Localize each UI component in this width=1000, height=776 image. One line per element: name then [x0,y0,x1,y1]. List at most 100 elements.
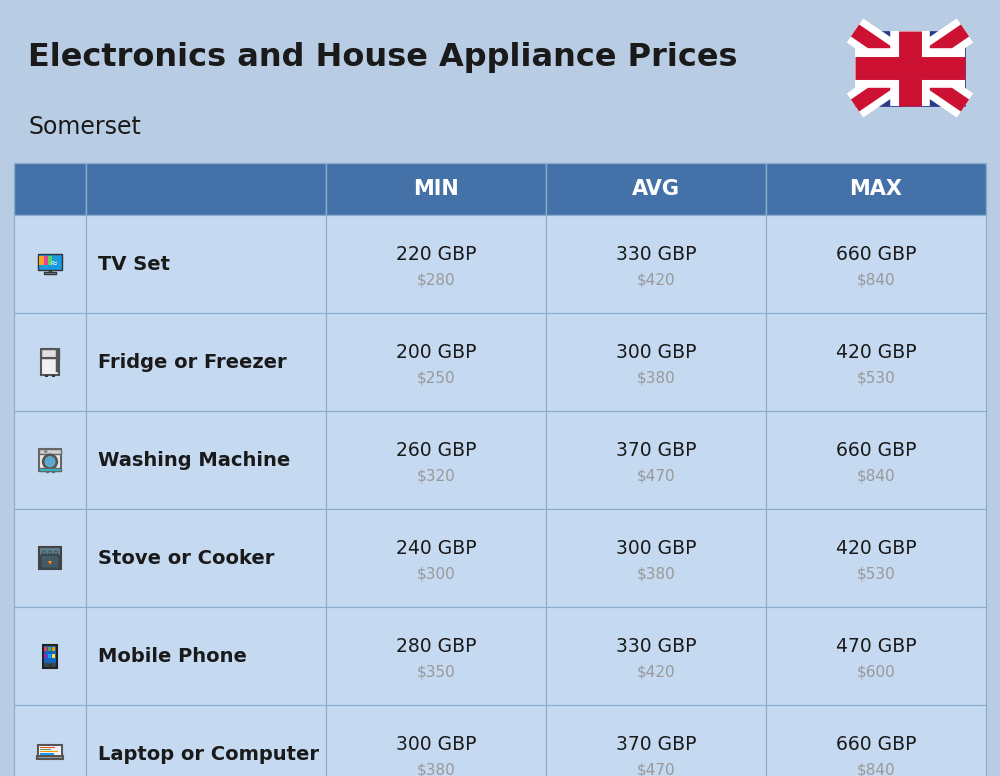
Text: Mobile Phone: Mobile Phone [98,646,247,666]
Text: 300 GBP: 300 GBP [396,735,476,753]
Text: TV Set: TV Set [98,255,170,273]
Circle shape [45,451,47,452]
Polygon shape [49,561,51,563]
Text: MAX: MAX [850,179,902,199]
Bar [14,607,86,705]
Text: $470: $470 [637,469,675,483]
Bar [40,749,51,750]
Bar [39,449,61,470]
Bar [546,607,766,705]
Bar [14,705,86,776]
Bar [326,163,546,215]
Bar [546,163,766,215]
Text: $300: $300 [417,566,455,581]
Bar [546,313,766,411]
Bar [38,254,62,270]
Text: 240 GBP: 240 GBP [396,539,476,557]
Text: Electronics and House Appliance Prices: Electronics and House Appliance Prices [28,42,738,73]
FancyBboxPatch shape [41,555,59,569]
Bar [41,348,59,358]
Bar [855,30,965,106]
Bar [766,163,986,215]
Bar [52,470,54,472]
Circle shape [54,551,57,554]
Bar [766,705,986,776]
Bar [326,509,546,607]
Bar [39,449,61,454]
Circle shape [45,456,55,466]
Bar [86,163,326,215]
Bar [86,607,326,705]
Text: $530: $530 [857,370,895,386]
Bar [766,215,986,313]
Bar [86,509,326,607]
Text: 330 GBP: 330 GBP [616,636,696,656]
Bar [326,313,546,411]
Text: $350: $350 [417,664,455,680]
Bar [48,257,52,265]
Text: 220 GBP: 220 GBP [396,244,476,264]
Bar [14,215,86,313]
Text: 370 GBP: 370 GBP [616,441,696,459]
Text: Laptop or Computer: Laptop or Computer [98,744,319,764]
Circle shape [49,551,51,554]
Text: 420 GBP: 420 GBP [836,539,916,557]
Text: 330 GBP: 330 GBP [616,244,696,264]
Circle shape [43,455,57,469]
Bar [52,376,55,377]
Bar [48,653,51,658]
Bar [52,647,55,651]
Circle shape [43,551,46,554]
Bar [37,756,63,759]
Text: $840: $840 [857,469,895,483]
Bar [86,215,326,313]
Text: $530: $530 [857,566,895,581]
Text: 200 GBP: 200 GBP [396,342,476,362]
Text: $380: $380 [417,763,455,776]
Text: Stove or Cooker: Stove or Cooker [98,549,274,567]
Text: 420 GBP: 420 GBP [836,342,916,362]
Bar [14,313,86,411]
Text: 370 GBP: 370 GBP [616,735,696,753]
Bar [44,272,56,274]
Text: MIN: MIN [413,179,459,199]
Bar [38,745,62,756]
Text: $420: $420 [637,272,675,287]
Bar [86,705,326,776]
Text: $840: $840 [857,763,895,776]
Bar [48,647,51,651]
Bar [546,705,766,776]
Bar [326,705,546,776]
Bar [44,653,47,658]
Bar [39,547,61,569]
Bar [46,470,48,472]
Text: Fridge or Freezer: Fridge or Freezer [98,352,287,372]
Bar [44,646,56,663]
Bar [86,313,326,411]
Bar [41,348,59,376]
Bar [14,411,86,509]
Circle shape [49,665,51,667]
Text: 300 GBP: 300 GBP [616,539,696,557]
Text: $420: $420 [637,664,675,680]
Bar [326,411,546,509]
Text: 470 GBP: 470 GBP [836,636,916,656]
Text: 260 GBP: 260 GBP [396,441,476,459]
Text: $470: $470 [637,763,675,776]
Text: 660 GBP: 660 GBP [836,735,916,753]
Bar [40,747,55,748]
Bar [546,215,766,313]
Text: $320: $320 [417,469,455,483]
Text: $250: $250 [417,370,455,386]
Bar [52,653,55,658]
Text: Somerset: Somerset [28,115,141,139]
Text: 300 GBP: 300 GBP [616,342,696,362]
Text: ≈: ≈ [50,258,58,268]
Bar [86,411,326,509]
Bar [546,411,766,509]
Bar [39,468,61,470]
Bar [766,607,986,705]
Text: AVG: AVG [632,179,680,199]
Bar [14,509,86,607]
Text: 280 GBP: 280 GBP [396,636,476,656]
